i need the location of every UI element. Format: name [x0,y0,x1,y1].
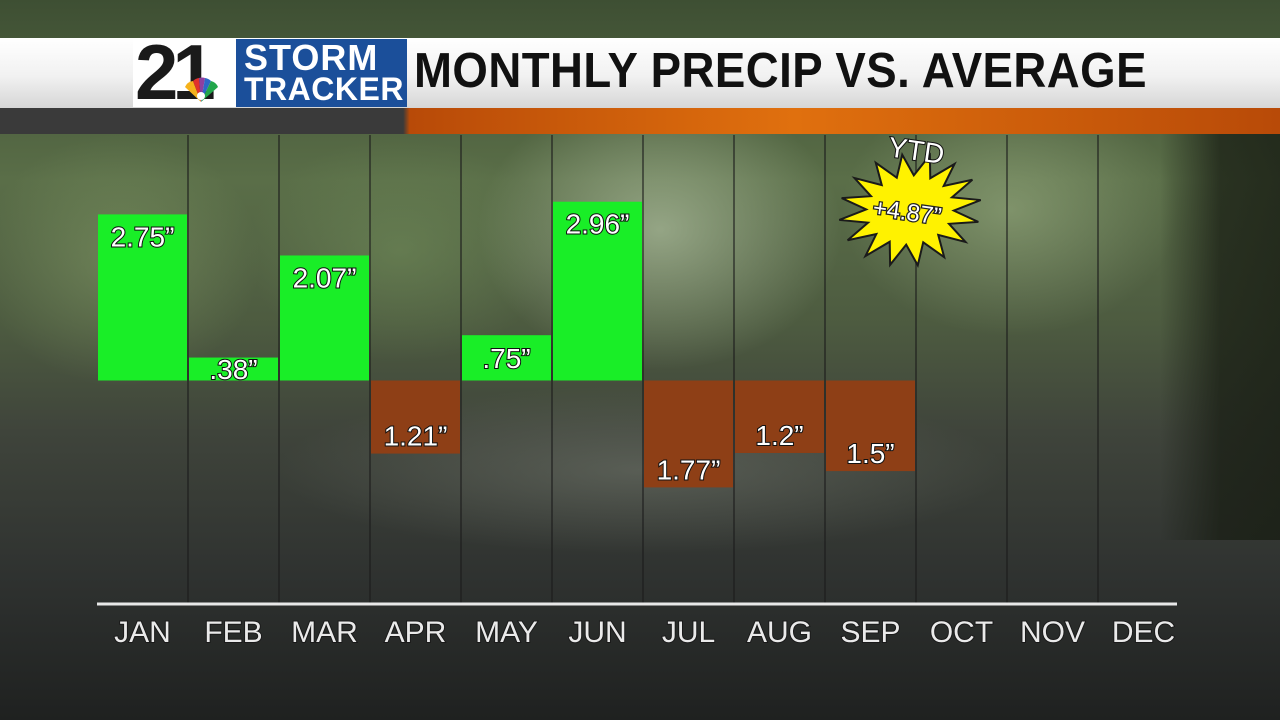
ytd-annotation: YTD +4.87” [838,130,982,268]
bar-mar [280,255,369,381]
bar-label-jul: 1.77” [657,454,721,485]
month-label-nov: NOV [1020,616,1085,649]
bar-label-jun: 2.96” [566,209,630,240]
bar-feb [189,357,278,381]
ytd-title: YTD [886,131,946,169]
month-label-mar: MAR [291,616,358,649]
month-label-sep: SEP [840,616,900,649]
bar-label-aug: 1.2” [755,420,803,451]
tree-trunk-background [1160,120,1280,540]
month-label-may: MAY [475,616,538,649]
bars [98,201,915,488]
logo-tracker-text: TRACKER [244,71,404,107]
grid-lines [187,135,1099,604]
month-label-apr: APR [385,616,447,649]
month-label-dec: DEC [1112,616,1175,649]
month-label-jul: JUL [662,616,715,649]
bar-label-sep: 1.5” [846,438,894,469]
station-logo: 21 STORM TRACKER [133,29,407,115]
accent-bar [0,108,1280,134]
bar-label-feb: .38” [209,354,257,385]
month-label-feb: FEB [204,616,262,649]
bar-jun [553,201,642,381]
month-label-aug: AUG [747,616,812,649]
bar-jul [644,380,733,488]
bar-label-apr: 1.21” [384,421,448,452]
page-title: MONTHLY PRECIP VS. AVERAGE [414,44,1147,98]
month-labels: JAN FEB MAR APR MAY JUN JUL AUG SEP OCT NOV DEC [113,615,1176,650]
bar-label-mar: 2.07” [293,262,357,293]
bar-jan [98,214,187,381]
bar-aug [735,380,824,453]
logo-storm-tracker-panel: STORM TRACKER [236,39,407,107]
month-label-jun: JUN [568,616,626,649]
bar-apr [371,380,460,454]
bar-may [462,335,551,381]
bar-value-labels: 2.75” .38” 2.07” 1.21” .75” 2.96” 1.77” 1.2” 1.5… [110,208,896,487]
month-label-jan: JAN [114,616,171,649]
peacock-icon [185,77,218,102]
bar-label-may: .75” [482,343,530,374]
logo-storm-text: STORM [244,37,379,78]
logo-number-panel: 21 [133,29,236,115]
bar-label-jan: 2.75” [111,221,175,252]
ytd-starburst-icon [838,152,982,268]
bar-sep [826,380,915,472]
month-label-oct: OCT [930,616,993,649]
